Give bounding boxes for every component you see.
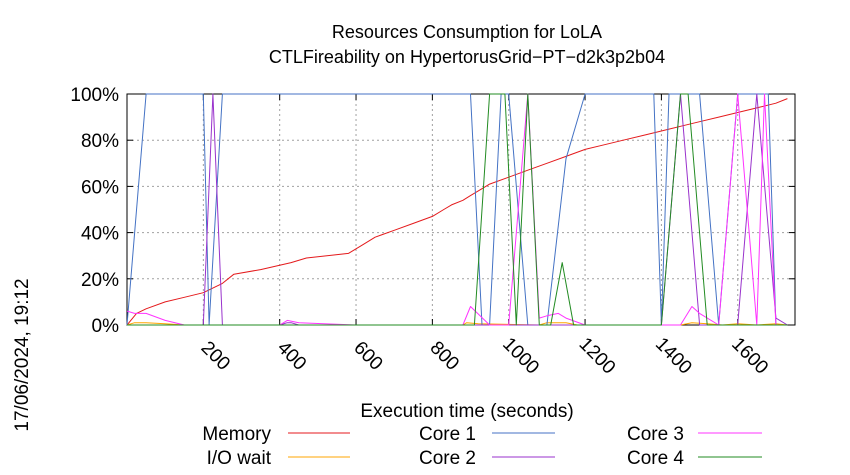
x-tick-label: 1400 (651, 334, 696, 379)
axes (126, 93, 796, 326)
y-tick-label: 100% (70, 85, 119, 106)
y-tick-label: 80% (81, 131, 119, 152)
x-tick-label: 400 (273, 337, 310, 374)
y-tick-label: 60% (81, 177, 119, 198)
y-tick-label: 20% (81, 270, 119, 291)
x-tick-label: 800 (426, 337, 463, 374)
x-axis-label: Execution time (seconds) (360, 401, 573, 422)
x-tick-label: 600 (349, 337, 386, 374)
series-line-core-1 (126, 93, 788, 326)
legend-label: Core 4 (627, 448, 684, 469)
chart-title: Resources Consumption for LoLA (332, 22, 602, 42)
series-line-memory (126, 98, 788, 326)
tick-labels: 200 400 600 800 1000 1200 1400 1600 0% 20% 40% 60% 8… (70, 85, 772, 378)
legend-label: Core 1 (419, 424, 476, 445)
x-tick-label: 200 (197, 337, 234, 374)
y-tick-label: 0% (92, 316, 120, 337)
grid (127, 94, 795, 325)
legend-label: Core 2 (419, 448, 476, 469)
series-line-core-2 (127, 93, 788, 326)
legend: Memory I/O wait Core 1 Core 2 Core 3 Core 4 (202, 424, 762, 469)
x-tick-label: 1600 (727, 334, 772, 379)
legend-label: Memory (202, 424, 271, 445)
timestamp: 17/06/2024, 19:12 (12, 278, 33, 431)
x-tick-label: 1200 (575, 334, 620, 379)
chart-subtitle: CTLFireability on HypertorusGrid−PT−d2k3… (269, 47, 665, 67)
plot-border (126, 93, 796, 326)
series-line-core-4 (127, 93, 788, 326)
series-lines (126, 93, 788, 326)
x-tick-label: 1000 (498, 334, 543, 379)
legend-label: Core 3 (627, 424, 684, 445)
legend-label: I/O wait (207, 448, 272, 469)
series-line-core-3 (126, 93, 788, 326)
y-tick-label: 40% (81, 224, 119, 245)
